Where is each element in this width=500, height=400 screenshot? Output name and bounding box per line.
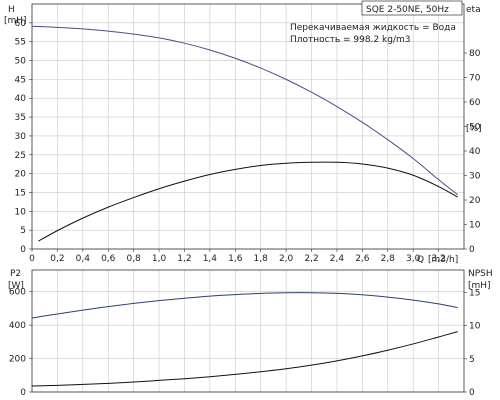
top-right-tick-label: 50 [469,123,481,133]
liquid-annotation: Перекачиваемая жидкость = Вода [290,23,456,33]
x-tick-label: 0,6 [101,254,116,264]
npsh-curve [31,331,458,387]
x-tick-label: 2,0 [279,254,294,264]
x-tick-label: 2,2 [304,254,318,264]
top-left-tick-label: 20 [15,170,27,180]
top-right-tick-label: 60 [469,98,481,108]
top-right-tick-label: 0 [469,245,475,255]
x-tick-label: 1,4 [203,254,218,264]
top-left-tick-label: 15 [15,188,26,198]
top-right-tick-label: 20 [469,196,481,206]
top-left-tick-label: 35 [15,113,26,123]
model-info-box [361,0,463,16]
x-tick-label: 1,8 [254,254,269,264]
x-tick-label: 3,2 [431,254,445,264]
top-right-tick-label: 70 [469,74,481,84]
top-right-tick-label: 30 [469,172,481,182]
x-tick-label: 0,4 [76,254,91,264]
top-right-tick-label: 40 [469,147,481,157]
bottom-left-tick-label: 600 [9,288,26,298]
x-axis-label: Q [417,255,424,265]
bottom-right-axis-unit: [mH] [468,281,491,291]
x-tick-label: 0,2 [50,254,64,264]
bottom-chart-frame [31,269,465,393]
x-tick-label: 2,6 [355,254,370,264]
bottom-left-axis-unit: [W] [8,281,24,291]
x-tick-label: 1,6 [228,254,243,264]
bottom-chart-grid [31,270,464,393]
top-left-tick-label: 60 [15,19,27,29]
top-right-tick-label: 80 [469,49,481,59]
efficiency-curve [38,161,458,242]
power-curve [31,292,458,319]
head-curve [31,25,458,196]
top-left-tick-label: 45 [15,75,26,85]
x-tick-label: 0 [29,254,35,264]
x-tick-label: 1,2 [177,254,191,264]
bottom-right-tick-label: 5 [469,355,475,365]
top-left-tick-label: 25 [15,151,26,161]
top-left-tick-label: 55 [15,38,26,48]
top-left-axis-label: H [8,5,15,15]
model-info-text: SQE 2-50NE, 50Hz [366,5,449,15]
bottom-right-tick-label: 0 [469,388,475,398]
bottom-right-tick-label: 10 [469,322,481,332]
top-left-tick-label: 5 [20,226,26,236]
bottom-right-tick-label: 15 [469,289,480,299]
x-tick-label: 2,8 [381,254,396,264]
x-tick-label: 3,0 [406,254,421,264]
x-axis-unit: [m3/h] [428,255,458,265]
bottom-left-axis-label: P2 [10,269,21,279]
x-tick-label: 2,4 [330,254,345,264]
top-left-tick-label: 10 [15,207,27,217]
top-left-tick-label: 40 [15,94,27,104]
top-right-tick-label: 10 [469,221,481,231]
top-left-tick-label: 0 [20,245,26,255]
x-tick-label: 0,8 [126,254,141,264]
top-left-tick-label: 30 [15,132,27,142]
bottom-left-tick-label: 200 [9,355,26,365]
bottom-left-tick-label: 400 [9,321,26,331]
top-right-axis-unit: [%] [466,124,482,134]
x-tick-label: 1,0 [152,254,167,264]
top-left-axis-unit: [mH] [4,16,27,26]
bottom-right-axis-label: NPSH [468,269,493,279]
density-annotation: Плотность = 998.2 kg/m3 [290,35,411,45]
bottom-left-tick-label: 0 [20,388,26,398]
top-right-axis-label: eta [466,5,481,15]
top-left-tick-label: 50 [15,57,27,67]
